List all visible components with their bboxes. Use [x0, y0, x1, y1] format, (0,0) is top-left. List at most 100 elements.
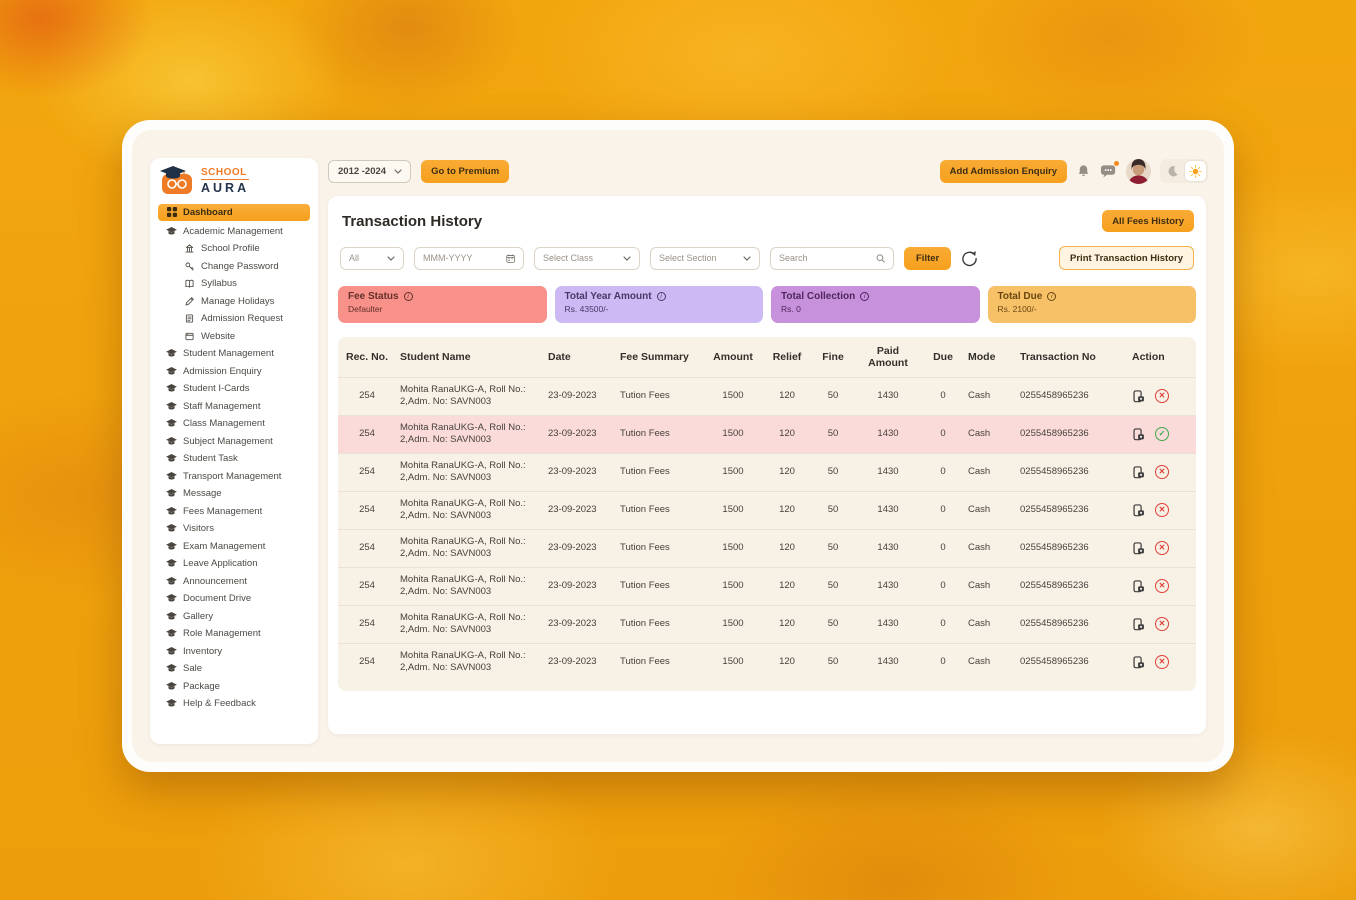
- cell-student: Mohita RanaUKG-A, Roll No.: 2,Adm. No: S…: [396, 490, 544, 529]
- add-admission-enquiry-button[interactable]: Add Admission Enquiry: [939, 159, 1067, 183]
- cell-amount: 1500: [704, 528, 762, 567]
- print-receipt-icon[interactable]: [1132, 465, 1145, 479]
- print-receipt-icon[interactable]: [1132, 427, 1145, 441]
- transaction-row: 254 Mohita RanaUKG-A, Roll No.: 2,Adm. No…: [338, 566, 1196, 605]
- graduation-cap-icon: [166, 629, 177, 638]
- sidebar-item-student-management[interactable]: Student Management: [158, 345, 310, 363]
- column-header-amount: Amount: [713, 350, 753, 363]
- sidebar-item-syllabus[interactable]: Syllabus: [158, 275, 310, 293]
- sidebar-item-subject-management[interactable]: Subject Management: [158, 433, 310, 451]
- sidebar-item-student-i-cards[interactable]: Student I-Cards: [158, 380, 310, 398]
- sidebar-item-admission-request[interactable]: Admission Request: [158, 310, 310, 328]
- sidebar-item-student-task[interactable]: Student Task: [158, 450, 310, 468]
- print-receipt-icon[interactable]: [1132, 503, 1145, 517]
- sidebar-item-fees-management[interactable]: Fees Management: [158, 503, 310, 521]
- info-icon[interactable]: i: [860, 292, 870, 301]
- info-icon[interactable]: i: [403, 292, 413, 301]
- dark-mode-moon-icon[interactable]: [1162, 161, 1183, 181]
- filter-button[interactable]: Filter: [904, 246, 952, 270]
- cell-due: 0: [922, 414, 964, 453]
- status-failed-cross-icon[interactable]: ✕: [1155, 503, 1169, 517]
- status-failed-cross-icon[interactable]: ✕: [1155, 541, 1169, 555]
- status-failed-cross-icon[interactable]: ✕: [1155, 617, 1169, 631]
- sidebar-item-class-management[interactable]: Class Management: [158, 415, 310, 433]
- sidebar-item-gallery[interactable]: Gallery: [158, 608, 310, 626]
- sidebar-item-manage-holidays[interactable]: Manage Holidays: [158, 293, 310, 311]
- print-receipt-icon[interactable]: [1132, 389, 1145, 403]
- status-failed-cross-icon[interactable]: ✕: [1155, 389, 1169, 403]
- sidebar-item-label: Class Management: [183, 418, 265, 430]
- user-avatar[interactable]: [1126, 158, 1151, 184]
- sidebar-item-role-management[interactable]: Role Management: [158, 625, 310, 643]
- sidebar-item-label: Change Password: [201, 260, 279, 272]
- sidebar-item-package[interactable]: Package: [158, 678, 310, 696]
- sidebar-item-school-profile[interactable]: School Profile: [158, 240, 310, 258]
- sidebar-item-academic-management[interactable]: Academic Management: [158, 223, 310, 241]
- cell-date: 23-09-2023: [544, 604, 616, 643]
- sidebar-item-staff-management[interactable]: Staff Management: [158, 398, 310, 416]
- print-receipt-icon[interactable]: [1132, 579, 1145, 593]
- cell-due: 0: [922, 604, 964, 643]
- sidebar-item-website[interactable]: Website: [158, 328, 310, 346]
- sidebar-item-visitors[interactable]: Visitors: [158, 520, 310, 538]
- cell-due: 0: [922, 490, 964, 529]
- search-input[interactable]: [779, 253, 870, 263]
- graduation-cap-icon: [166, 489, 177, 498]
- sidebar-item-label: Dashboard: [183, 206, 233, 218]
- go-to-premium-button[interactable]: Go to Premium: [421, 159, 510, 183]
- sidebar-item-dashboard[interactable]: Dashboard: [158, 203, 310, 221]
- transaction-row: 254 Mohita RanaUKG-A, Roll No.: 2,Adm. No…: [338, 376, 1196, 415]
- cell-amount: 1500: [704, 376, 762, 415]
- sidebar-item-message[interactable]: Message: [158, 485, 310, 503]
- refresh-icon[interactable]: [961, 250, 978, 267]
- sidebar-item-label: Sale: [183, 663, 203, 675]
- sidebar-item-exam-management[interactable]: Exam Management: [158, 538, 310, 556]
- book-icon: [184, 279, 195, 288]
- print-transaction-history-button[interactable]: Print Transaction History: [1059, 246, 1194, 270]
- cell-amount: 1500: [704, 414, 762, 453]
- info-icon[interactable]: i: [1047, 292, 1057, 301]
- sidebar-item-leave-application[interactable]: Leave Application: [158, 555, 310, 573]
- cell-fine: 50: [812, 452, 854, 491]
- info-icon[interactable]: i: [656, 292, 666, 301]
- all-fees-history-button[interactable]: All Fees History: [1102, 210, 1194, 232]
- sidebar-item-change-password[interactable]: Change Password: [158, 258, 310, 276]
- sidebar-item-transport-management[interactable]: Transport Management: [158, 468, 310, 486]
- chevron-down-icon: [387, 255, 395, 261]
- chat-messages-icon[interactable]: [1100, 161, 1119, 179]
- cell-fee_summary: Tution Fees: [616, 642, 704, 681]
- cell-fine: 50: [812, 566, 854, 605]
- graduation-cap-icon: [166, 349, 177, 358]
- notification-bell-icon[interactable]: [1076, 163, 1091, 179]
- cell-rec_no: 254: [338, 528, 396, 567]
- status-failed-cross-icon[interactable]: ✕: [1155, 465, 1169, 479]
- cell-mode: Cash: [964, 414, 1016, 453]
- month-year-input[interactable]: [423, 253, 500, 263]
- select-section-dropdown[interactable]: Select Section: [650, 246, 760, 270]
- sidebar-item-sale[interactable]: Sale: [158, 660, 310, 678]
- status-failed-cross-icon[interactable]: ✕: [1155, 655, 1169, 670]
- graduation-cap-icon: [166, 454, 177, 463]
- light-mode-sun-icon[interactable]: [1185, 161, 1206, 181]
- select-class-dropdown[interactable]: Select Class: [534, 246, 640, 270]
- sidebar-item-announcement[interactable]: Announcement: [158, 573, 310, 591]
- page-title: Transaction History: [342, 212, 483, 230]
- sidebar-item-help-feedback[interactable]: Help & Feedback: [158, 695, 310, 713]
- sidebar-item-inventory[interactable]: Inventory: [158, 643, 310, 661]
- main-content: Transaction History All Fees History All…: [328, 196, 1206, 734]
- print-receipt-icon[interactable]: [1132, 541, 1145, 555]
- sidebar-item-label: Help & Feedback: [183, 698, 256, 710]
- status-success-check-icon[interactable]: ✓: [1155, 427, 1169, 441]
- cell-due: 0: [922, 642, 964, 681]
- session-year-select[interactable]: 2012 -2024: [328, 159, 412, 183]
- sidebar-item-admission-enquiry[interactable]: Admission Enquiry: [158, 363, 310, 381]
- print-receipt-icon[interactable]: [1132, 656, 1145, 669]
- cell-student: Mohita RanaUKG-A, Roll No.: 2,Adm. No: S…: [396, 604, 544, 643]
- sidebar-item-document-drive[interactable]: Document Drive: [158, 590, 310, 608]
- status-failed-cross-icon[interactable]: ✕: [1155, 579, 1169, 593]
- theme-toggle: [1160, 159, 1208, 183]
- graduation-cap-icon: [166, 646, 177, 656]
- print-receipt-icon[interactable]: [1132, 617, 1145, 631]
- filter-all-select[interactable]: All: [340, 246, 404, 270]
- app-window: SCHOOL AURA Dashboard Academic Management…: [122, 120, 1234, 772]
